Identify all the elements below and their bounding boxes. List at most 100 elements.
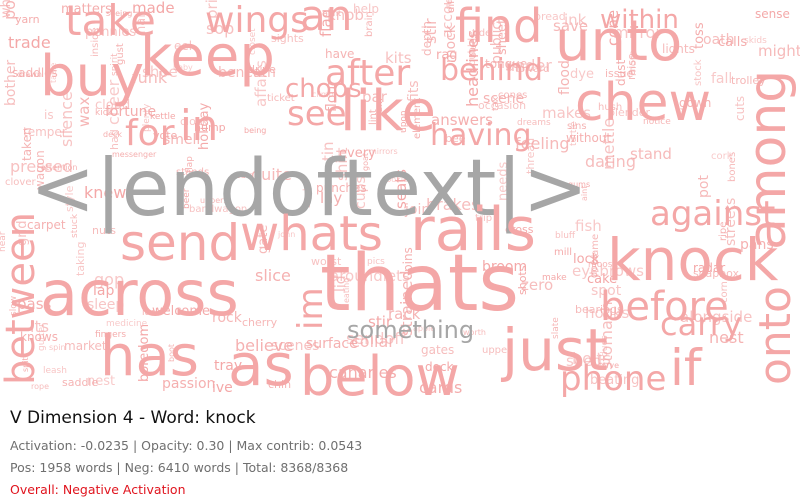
cloud-word: lights — [662, 42, 695, 56]
cloud-word: sins — [567, 121, 587, 132]
cloud-word: flood — [557, 60, 573, 95]
cloud-word: cards — [419, 378, 462, 397]
cloud-word: slow — [9, 296, 19, 316]
cloud-word: wagon — [33, 150, 47, 190]
cloud-word: cork — [711, 151, 733, 162]
cloud-word: keep — [140, 24, 275, 89]
cloud-word: had — [108, 129, 121, 150]
cloud-word: toward — [515, 64, 550, 75]
cloud-word: believe — [235, 336, 293, 355]
word-cloud: depth market blame toward leash trolley beneat… — [0, 0, 800, 400]
cloud-word: carry — [660, 305, 742, 343]
cloud-word: just — [500, 316, 608, 384]
cloud-word: bar — [362, 88, 388, 106]
cloud-word: stock — [693, 59, 704, 86]
cloud-word: shoe — [142, 63, 178, 81]
cloud-word: drawn — [17, 70, 42, 79]
cloud-word: chops — [285, 74, 362, 104]
cloud-word: dreams — [517, 118, 551, 128]
cloud-word: occasion — [478, 99, 526, 112]
cloud-word: chin — [268, 378, 291, 391]
cloud-word: soapbox — [693, 267, 740, 280]
cloud-word: public — [489, 22, 505, 64]
cloud-word: bee — [445, 132, 466, 145]
cloud-word: unto — [555, 9, 682, 74]
cloud-word: help — [353, 2, 379, 16]
cloud-word: an — [300, 0, 352, 40]
cloud-word: goat — [361, 153, 370, 171]
cloud-word: streets — [723, 198, 739, 246]
cloud-word: wheels — [0, 0, 14, 18]
cloud-word: hail — [134, 11, 149, 34]
cloud-word: pass — [17, 295, 52, 313]
cloud-word: mill — [554, 247, 572, 258]
word-cloud-canvas: depth market blame toward leash trolley beneat… — [0, 0, 800, 400]
cloud-word: kits — [385, 49, 412, 67]
cloud-word: stands — [176, 167, 209, 178]
cloud-word: dock — [425, 360, 454, 374]
cloud-word: pressed — [10, 157, 73, 176]
cloud-word: drive — [248, 63, 276, 76]
cloud-word: cones — [498, 90, 527, 101]
cloud-word: strained — [397, 270, 416, 336]
cloud-word: lap — [93, 283, 114, 299]
cloud-word: tongue — [485, 57, 527, 71]
cloud-word: clover — [5, 177, 36, 188]
cloud-word: flour — [324, 80, 340, 112]
cloud-word: shots — [516, 265, 529, 295]
cloud-word: toss — [692, 22, 707, 49]
cloud-word: gates — [421, 343, 454, 357]
cloud-word: knows — [20, 330, 58, 344]
cloud-word: rack — [388, 305, 421, 323]
activation-stats: Activation: -0.0235 | Opacity: 0.30 | Ma… — [10, 438, 363, 453]
cloud-word: tide — [472, 28, 491, 39]
cloud-word: pride — [203, 0, 221, 19]
cloud-word: rails — [410, 195, 536, 265]
cloud-word: sack — [302, 185, 313, 208]
cloud-word: saddle — [62, 376, 98, 389]
cloud-word: behind — [440, 53, 543, 88]
cloud-word: clock — [180, 115, 209, 128]
cloud-word: makes — [542, 104, 591, 122]
cloud-word: stomach — [597, 301, 616, 370]
cloud-word: raise — [625, 53, 638, 80]
cloud-word: taken — [20, 127, 34, 161]
word-cloud-small-words: depth market blame toward leash trolley beneat… — [0, 0, 800, 397]
cloud-word: turtle — [569, 121, 579, 146]
cloud-word: gums — [568, 180, 590, 189]
cloud-word: without — [566, 131, 611, 145]
cloud-word: holiday — [197, 102, 212, 150]
cloud-word: oath — [703, 32, 735, 48]
cloud-word: might — [758, 42, 800, 60]
cloud-word: sense — [755, 7, 790, 21]
cloud-word: accounts — [440, 0, 456, 38]
cloud-word: tax — [491, 96, 501, 111]
cloud-word: more — [628, 50, 639, 76]
cloud-word: stand — [630, 145, 672, 163]
cloud-word: brakes — [426, 195, 479, 214]
cloud-word: silence — [57, 91, 76, 147]
cloud-word: brain — [364, 11, 375, 37]
cloud-word: apple — [413, 324, 435, 333]
cloud-word: being — [244, 126, 266, 135]
cloud-word: buy — [40, 44, 144, 109]
cloud-word: bother — [3, 60, 19, 106]
cloud-word: flag — [317, 9, 335, 37]
cloud-word: rope — [31, 382, 49, 391]
cloud-word: fingers — [95, 330, 126, 340]
cloud-word: feeling — [515, 134, 570, 153]
cloud-word: leash — [43, 366, 67, 376]
cloud-word: as — [228, 331, 294, 399]
cloud-word: hump — [194, 121, 226, 134]
cloud-word: messenger — [112, 150, 157, 159]
cloud-word: aunt — [323, 9, 341, 18]
cloud-word: knob — [327, 6, 364, 24]
cloud-word: fits — [406, 80, 422, 102]
cloud-word: smell — [163, 132, 200, 148]
cloud-word: cherry — [242, 316, 278, 329]
cloud-word: trade — [8, 33, 51, 52]
cloud-word: nest — [709, 328, 744, 347]
cloud-word: rock — [212, 310, 243, 326]
cloud-word: boot — [167, 344, 176, 362]
cloud-word: tin — [319, 141, 337, 161]
